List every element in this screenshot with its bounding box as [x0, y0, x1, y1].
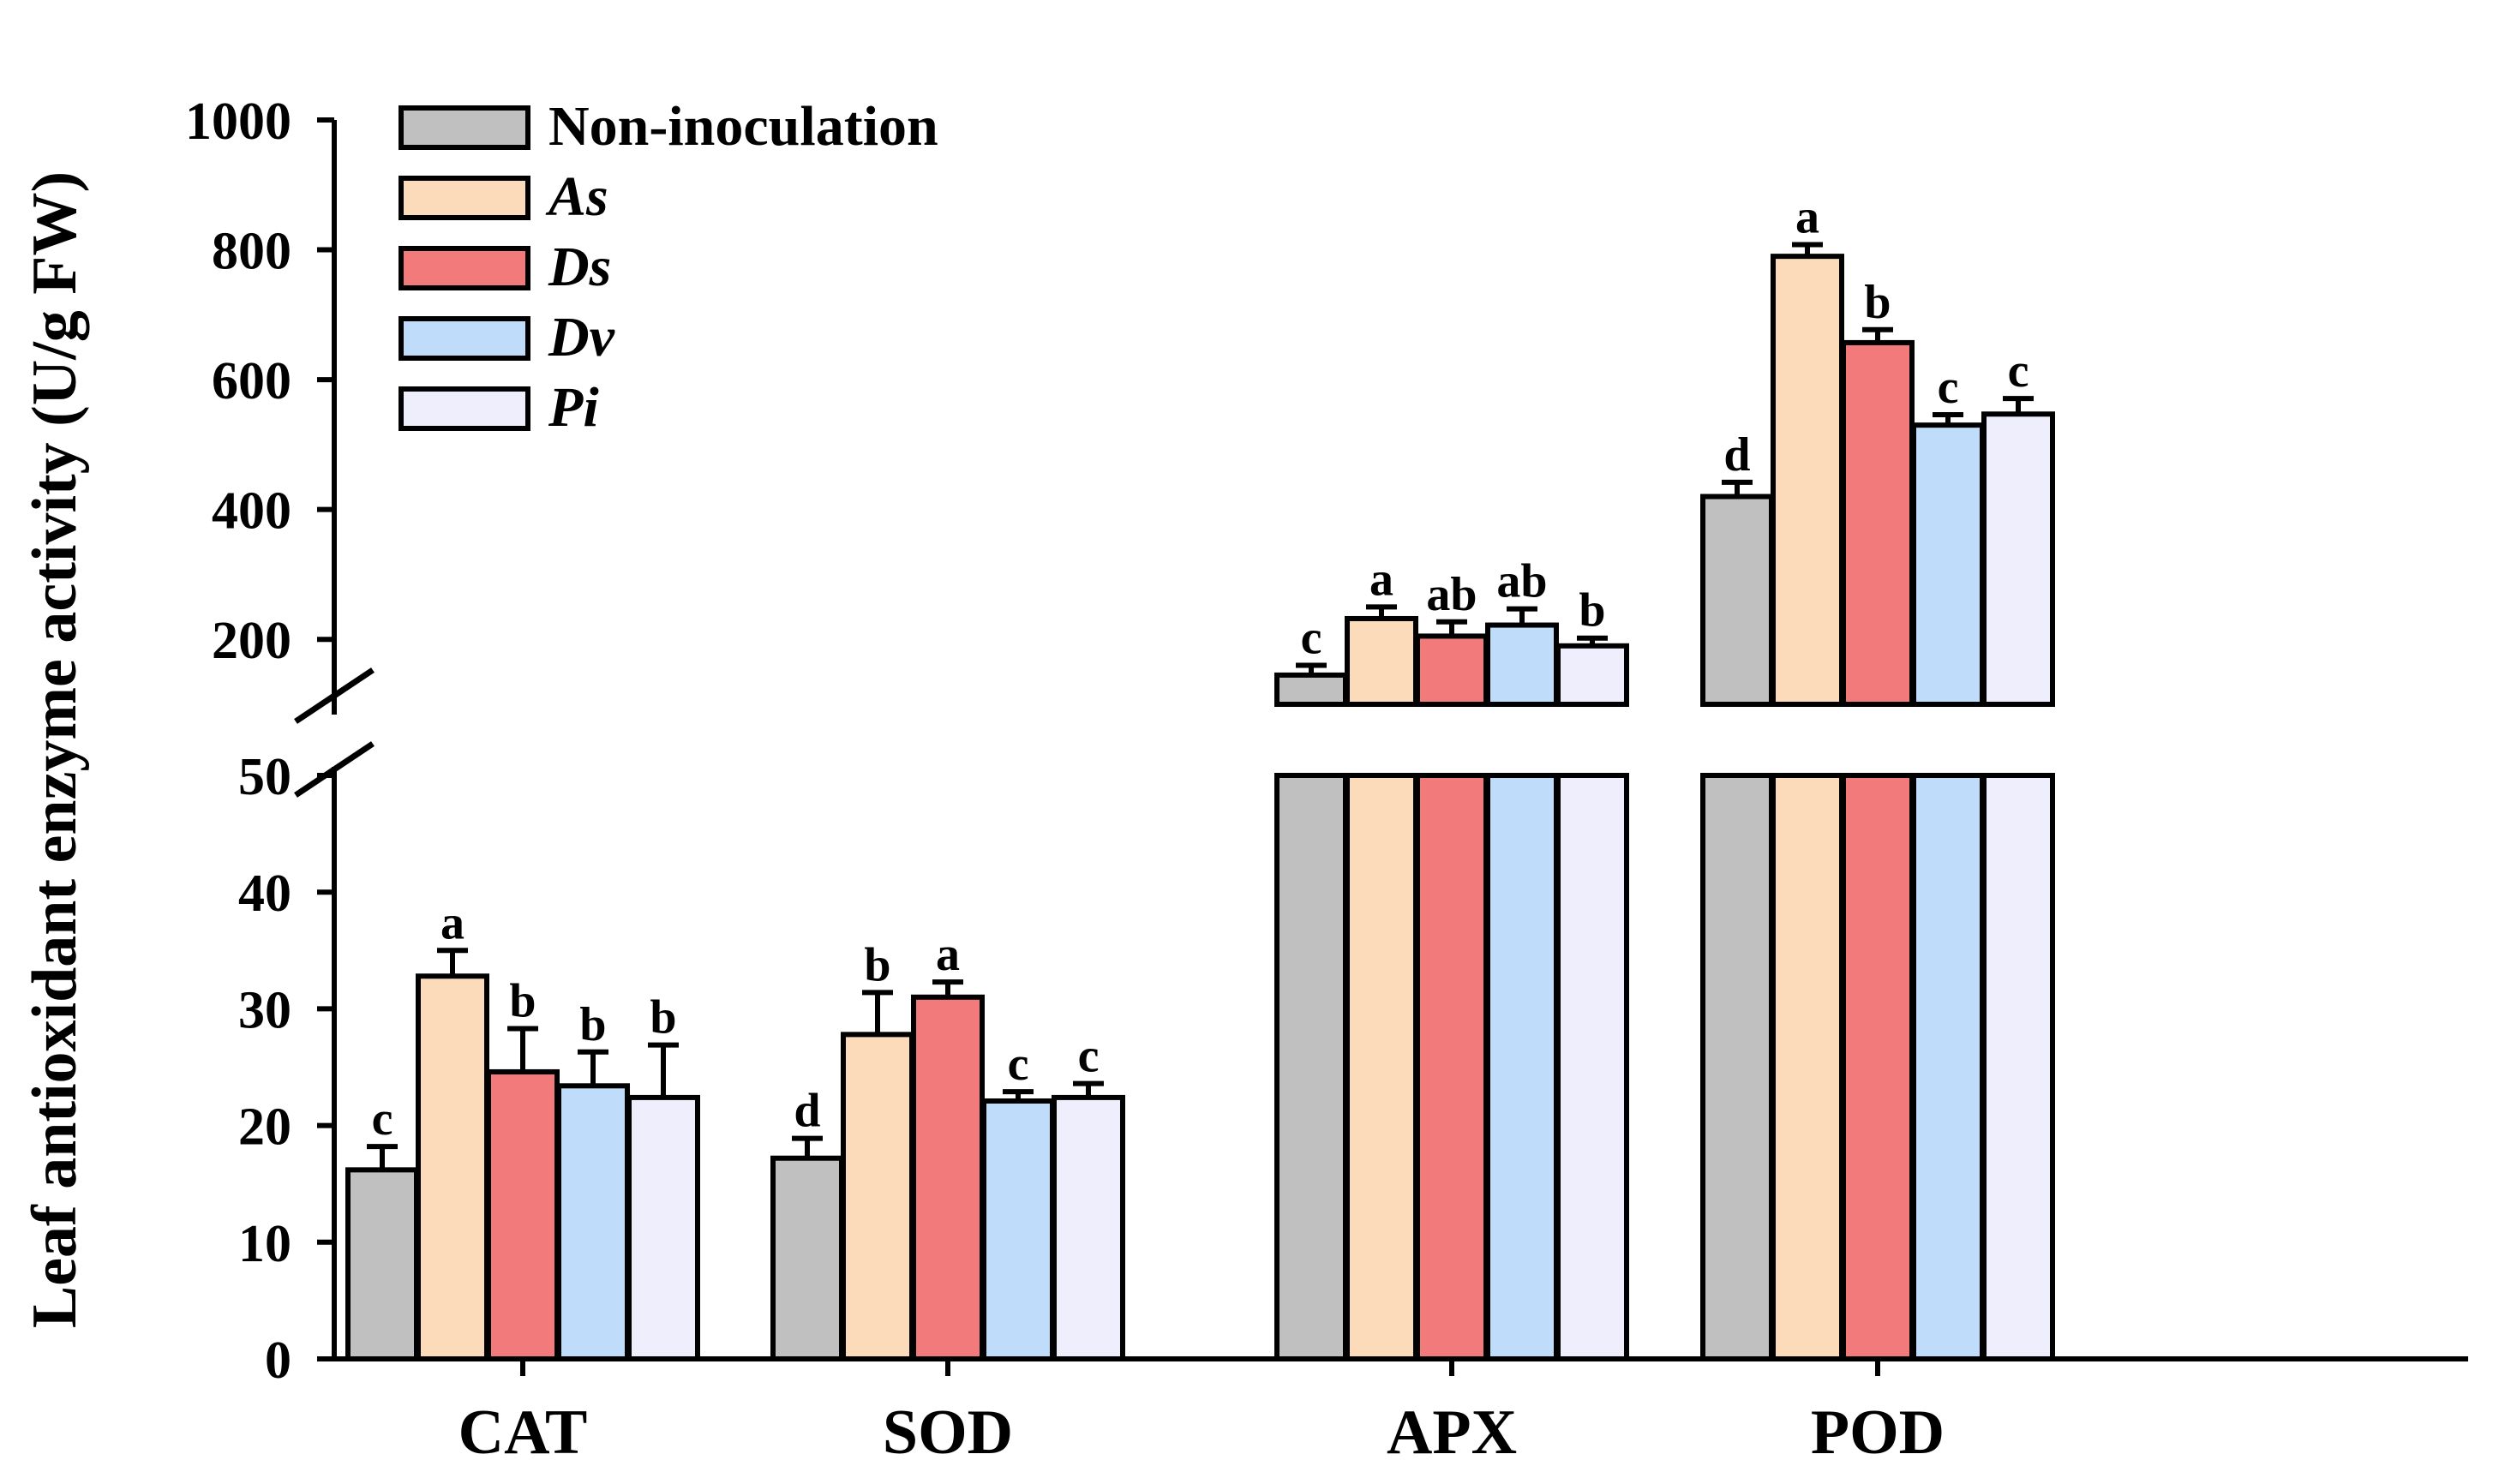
- significance-letter: a: [440, 896, 464, 949]
- bar-lower-segment: [1274, 773, 1348, 1361]
- y-tick-label: 1000: [185, 93, 291, 151]
- bar: [486, 1068, 560, 1361]
- bar-lower-segment: [1841, 773, 1915, 1361]
- significance-letter: d: [1723, 428, 1750, 482]
- bar: [416, 973, 489, 1362]
- bar-lower-segment: [1911, 773, 1985, 1361]
- x-tick-label: SOD: [883, 1397, 1013, 1468]
- y-tick-label: 600: [212, 352, 291, 410]
- legend-swatch: [399, 316, 530, 361]
- bar: [981, 1098, 1055, 1362]
- significance-letter: c: [1938, 361, 1959, 414]
- bar: [556, 1083, 630, 1361]
- bar-lower-segment: [1415, 773, 1489, 1361]
- significance-letter: a: [936, 928, 960, 981]
- bar-lower-segment: [1700, 773, 1774, 1361]
- bar-lower-segment: [1555, 773, 1629, 1361]
- y-tick-label: 10: [238, 1215, 291, 1273]
- bar: [1415, 633, 1489, 708]
- significance-letter: d: [794, 1085, 820, 1138]
- bar: [1700, 494, 1774, 707]
- significance-letter: ab: [1426, 568, 1477, 621]
- bar: [1485, 622, 1559, 707]
- bar: [345, 1167, 419, 1361]
- significance-letter: b: [509, 975, 536, 1028]
- bar: [1911, 422, 1985, 707]
- bar: [1771, 254, 1844, 707]
- legend-label: Dv: [548, 306, 615, 368]
- axis-break-mark: [294, 667, 375, 724]
- bar: [911, 994, 985, 1362]
- bar: [1841, 339, 1915, 707]
- significance-letter: b: [650, 991, 676, 1044]
- legend-swatch: [399, 246, 530, 290]
- significance-letter: c: [1008, 1038, 1029, 1091]
- y-tick-label: 40: [238, 865, 291, 923]
- significance-letter: a: [1795, 190, 1819, 243]
- y-tick-label: 200: [212, 612, 291, 670]
- significance-letter: a: [1369, 553, 1393, 606]
- y-tick-label: 0: [265, 1331, 291, 1390]
- bar-lower-segment: [1981, 773, 2055, 1361]
- bar: [626, 1094, 700, 1361]
- legend-label: Ds: [548, 236, 611, 298]
- legend-swatch: [399, 176, 530, 220]
- axes: 0 10 20 30 40 50 200 400 600 800 1000 CAT SOD APX POD: [185, 93, 2468, 1468]
- significance-letter: c: [372, 1092, 393, 1146]
- significance-letter: c: [1301, 612, 1322, 665]
- bar: [1052, 1094, 1125, 1361]
- legend-label: Non-inoculation: [548, 95, 938, 158]
- bar: [770, 1155, 844, 1361]
- x-tick-label: POD: [1811, 1397, 1945, 1468]
- legend-swatch: [399, 386, 530, 431]
- significance-letter: b: [579, 998, 606, 1051]
- x-tick-label: CAT: [458, 1397, 588, 1468]
- y-tick-label: 20: [238, 1098, 291, 1157]
- significance-letter: c: [1078, 1030, 1100, 1083]
- y-tick-label: 50: [238, 748, 291, 806]
- bar-lower-segment: [1485, 773, 1559, 1361]
- legend-label: As: [545, 165, 608, 228]
- axis-break-mark: [294, 741, 375, 798]
- legend: Non-inoculation As Ds Dv Pi: [399, 95, 938, 439]
- bar: [1555, 643, 1629, 707]
- legend-label: Pi: [548, 376, 599, 439]
- y-tick-label: 30: [238, 981, 291, 1039]
- bar: [1274, 672, 1348, 708]
- bar: [841, 1032, 914, 1361]
- x-tick-label: APX: [1387, 1397, 1517, 1468]
- bar: [1345, 615, 1418, 707]
- y-axis-title: Leaf antioxidant enzyme activity (U/g FW…: [20, 171, 90, 1328]
- bar-lower-segment: [1345, 773, 1418, 1361]
- significance-letter: b: [1579, 584, 1605, 637]
- significance-letter: ab: [1496, 555, 1547, 608]
- significance-letter: b: [1864, 276, 1891, 329]
- y-tick-label: 800: [212, 223, 291, 281]
- legend-swatch: [399, 105, 530, 150]
- significance-letter: b: [864, 938, 890, 991]
- bar: [1981, 411, 2055, 707]
- bar-lower-segment: [1771, 773, 1844, 1361]
- significance-letter: c: [2008, 344, 2029, 398]
- y-tick-label: 400: [212, 482, 291, 541]
